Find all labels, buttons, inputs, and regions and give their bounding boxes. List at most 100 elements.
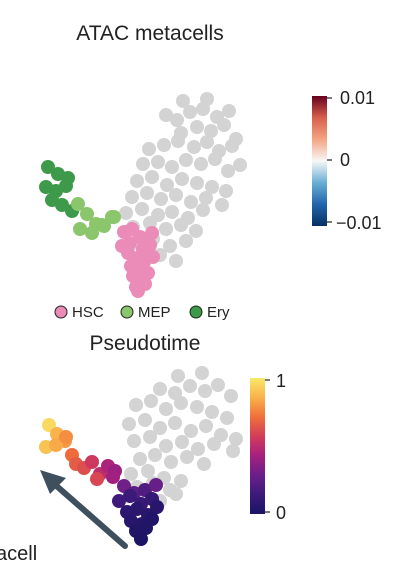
pseudotime-point-unassigned: [141, 464, 155, 478]
atac-point-unassigned: [189, 224, 203, 238]
pseudotime-point: [49, 438, 63, 452]
atac-point-unassigned: [135, 202, 149, 216]
atac-point-unassigned: [221, 164, 235, 178]
pseudotime-point-unassigned: [197, 457, 211, 471]
pseudotime-point: [90, 472, 104, 486]
pseudotime-point: [85, 455, 99, 469]
atac-point-unassigned: [142, 142, 156, 156]
atac-point-unassigned: [215, 198, 229, 212]
pseudotime-point-unassigned: [159, 402, 173, 416]
pseudotime-point-unassigned: [224, 389, 238, 403]
pseudotime-point-unassigned: [171, 369, 185, 383]
pseudotime-point-unassigned: [169, 487, 183, 501]
atac-point-unassigned: [196, 102, 210, 116]
pseudotime-point: [106, 470, 120, 484]
pseudotime-point-unassigned: [168, 416, 182, 430]
pseudotime-point-unassigned: [122, 417, 136, 431]
atac-point-unassigned: [175, 172, 189, 186]
pseudotime-point-unassigned: [199, 419, 213, 433]
pseudotime-colorbar-tick-label: 0: [276, 503, 286, 523]
atac-point-hsc: [146, 250, 160, 264]
atac-point-unassigned: [225, 139, 239, 153]
atac-point-unassigned: [179, 234, 193, 248]
pseudotime-point-unassigned: [205, 405, 219, 419]
pseudotime-point-unassigned: [144, 394, 158, 408]
pseudotime-point-unassigned: [164, 455, 178, 469]
atac-point-ery: [41, 160, 55, 174]
atac-point-unassigned: [169, 254, 183, 268]
pseudotime-point-unassigned: [153, 382, 167, 396]
atac-point-unassigned: [190, 176, 204, 190]
atac-point-unassigned: [159, 222, 173, 236]
pseudotime-point: [130, 502, 144, 516]
atac-point-unassigned: [194, 157, 208, 171]
pseudotime-point-unassigned: [198, 384, 212, 398]
pseudotime-point-unassigned: [148, 448, 162, 462]
atac-point-mep: [85, 226, 99, 240]
pseudotime-point: [123, 489, 137, 503]
pseudotime-point-unassigned: [180, 450, 194, 464]
pseudotime-point: [149, 478, 163, 492]
atac-point-unassigned: [176, 94, 190, 108]
atac-colorbar: 0.01 0 −0.01: [312, 88, 382, 233]
atac-panel: ATAC metacells 0.01 0 −0.01 HSC MEP Ery: [39, 22, 382, 321]
metacell-annotation: acell: [0, 543, 37, 565]
pseudotime-point-unassigned: [183, 379, 197, 393]
trajectory-arrow-head: [40, 470, 66, 494]
atac-points: [39, 92, 247, 298]
atac-point-unassigned: [119, 206, 133, 220]
atac-point-unassigned: [217, 118, 231, 132]
pseudotime-point-unassigned: [174, 474, 188, 488]
atac-point-unassigned: [205, 180, 219, 194]
atac-point-unassigned: [145, 170, 159, 184]
pseudotime-point-unassigned: [226, 444, 240, 458]
atac-point-unassigned: [169, 188, 183, 202]
atac-point-unassigned: [199, 191, 213, 205]
atac-point-unassigned: [136, 157, 150, 171]
atac-point-unassigned: [140, 186, 154, 200]
atac-title: ATAC metacells: [76, 22, 223, 45]
atac-point-unassigned: [151, 155, 165, 169]
atac-point-unassigned: [163, 239, 177, 253]
atac-colorbar-bar: [312, 96, 327, 226]
legend-label-mep: MEP: [138, 304, 171, 321]
pseudotime-point-unassigned: [133, 452, 147, 466]
atac-legend: HSC MEP Ery: [54, 304, 230, 321]
pseudotime-point-unassigned: [124, 467, 138, 481]
atac-point-unassigned: [183, 105, 197, 119]
legend-swatch-mep: [120, 305, 134, 319]
atac-point-unassigned: [170, 113, 184, 127]
pseudotime-point-unassigned: [138, 413, 152, 427]
atac-point-mep: [73, 222, 87, 236]
legend-label-ery: Ery: [207, 304, 230, 321]
atac-point-unassigned: [200, 135, 214, 149]
atac-point-mep: [105, 210, 119, 224]
pseudotime-point-unassigned: [195, 366, 209, 380]
atac-point-hsc: [131, 284, 145, 298]
atac-point-unassigned: [157, 138, 171, 152]
atac-point-unassigned: [179, 153, 193, 167]
pseudotime-panel: Pseudotime 1 0 acell: [0, 332, 286, 565]
pseudotime-point-unassigned: [191, 442, 205, 456]
pseudotime-point-unassigned: [184, 424, 198, 438]
atac-point-unassigned: [233, 158, 247, 172]
legend-swatch-hsc: [54, 305, 68, 319]
pseudotime-point-unassigned: [159, 439, 173, 453]
atac-point-hsc: [143, 238, 157, 252]
atac-point-hsc: [145, 226, 159, 240]
trajectory-arrow: [40, 470, 128, 549]
pseudotime-point-unassigned: [174, 396, 188, 410]
pseudotime-point-unassigned: [175, 435, 189, 449]
pseudotime-point-unassigned: [153, 421, 167, 435]
atac-point-mep: [71, 197, 85, 211]
pseudotime-point: [42, 418, 56, 432]
pseudotime-point: [112, 494, 126, 508]
atac-colorbar-tick-label: 0.01: [340, 88, 375, 108]
atac-point-unassigned: [171, 134, 185, 148]
pseudotime-point: [59, 430, 73, 444]
atac-point-unassigned: [222, 104, 236, 118]
atac-colorbar-tick-label: 0: [340, 150, 350, 170]
pseudotime-point-unassigned: [207, 437, 221, 451]
atac-point-mep: [80, 207, 94, 221]
